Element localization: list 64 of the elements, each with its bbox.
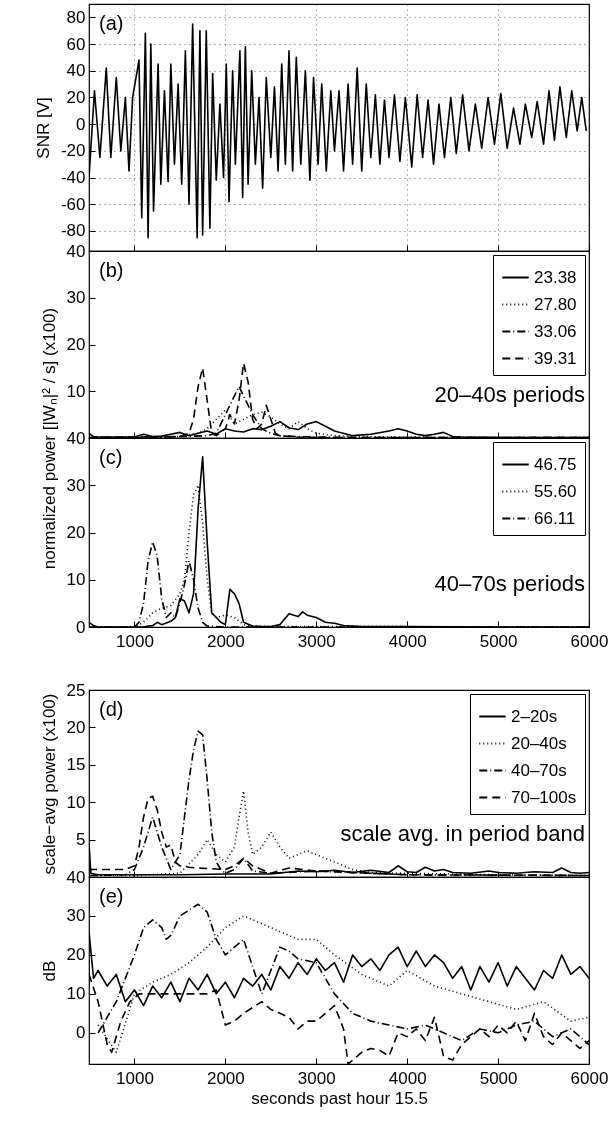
- y-tick-label: 30: [66, 906, 86, 926]
- y-tick-label: 60: [66, 34, 86, 54]
- y-tick-label: -40: [60, 168, 86, 188]
- y-tick-label: 5: [76, 830, 86, 850]
- y-tick-label: 40: [66, 241, 86, 261]
- y-tick-label: 10: [66, 381, 86, 401]
- legend-label: 33.06: [534, 321, 577, 341]
- annotation: 20–40s periods: [434, 381, 585, 407]
- y-tick-label: 20: [66, 335, 86, 354]
- x-tick-label: 5000: [479, 631, 518, 651]
- annotation: (e): [99, 885, 124, 907]
- x-tick-label: 2000: [206, 631, 245, 651]
- x-tick-label: 4000: [388, 1068, 427, 1088]
- legend-label: 27.80: [534, 294, 577, 314]
- legend-label: 39.31: [534, 348, 577, 368]
- y-tick-label: -80: [60, 221, 86, 241]
- annotation: (b): [99, 259, 124, 281]
- x-tick-label: 2000: [206, 1068, 245, 1088]
- y-tick-label: 20: [66, 945, 86, 965]
- x-tick-label: 4000: [388, 631, 427, 651]
- legend-label: 55.60: [534, 481, 577, 501]
- legend-label: 40–70s: [511, 760, 567, 780]
- y-tick-label: 15: [66, 755, 86, 775]
- y-tick-label: 40: [66, 61, 86, 81]
- legend-label: 46.75: [534, 454, 577, 474]
- x-tick-label: 3000: [297, 1068, 336, 1088]
- y-tick-label: 40: [66, 867, 86, 887]
- legend-label: 23.38: [534, 267, 577, 287]
- x-tick-label: 1000: [116, 1068, 154, 1088]
- x-axis-title: seconds past hour 15.5: [251, 1088, 428, 1108]
- y-tick-label: 25: [66, 680, 86, 700]
- annotation: (d): [99, 698, 124, 720]
- legend-label: 2–20s: [511, 706, 558, 726]
- annotation: 40–70s periods: [434, 570, 585, 596]
- x-tick-label: 1000: [116, 631, 154, 651]
- y-tick-label: 10: [66, 792, 86, 812]
- y-tick-label: 10: [66, 570, 86, 590]
- legend-label: 20–40s: [511, 733, 567, 753]
- x-tick-label: 5000: [479, 1068, 518, 1088]
- y-tick-label: 30: [66, 475, 86, 495]
- y-tick-label: 10: [66, 984, 86, 1004]
- legend-label: 70–100s: [511, 787, 577, 807]
- y-tick-label: 40: [66, 428, 86, 448]
- x-tick-label: 6000: [570, 631, 609, 651]
- y-tick-label: 30: [66, 288, 86, 308]
- x-tick-label: 3000: [297, 631, 336, 651]
- annotation: (c): [99, 446, 123, 468]
- annotation: scale avg. in period band: [340, 820, 585, 846]
- y-tick-label: 0: [76, 617, 86, 637]
- y-tick-label: 20: [66, 523, 86, 542]
- y-axis-title: dB: [39, 960, 59, 982]
- x-tick-label: 6000: [570, 1068, 609, 1088]
- y-tick-label: 0: [76, 1023, 86, 1043]
- y-tick-label: 20: [66, 717, 86, 737]
- y-axis-title: normalized power [|Wₙ|² / s] (x100): [39, 307, 59, 570]
- y-tick-label: 0: [76, 114, 86, 134]
- y-axis-title: SNR [V]: [33, 97, 53, 159]
- annotation: (a): [99, 12, 124, 34]
- y-tick-label: 20: [66, 87, 86, 107]
- y-tick-label: 80: [66, 7, 86, 27]
- y-tick-label: -20: [60, 141, 86, 161]
- y-axis-title: scale−avg power (x100): [39, 693, 59, 875]
- legend-label: 66.11: [534, 508, 576, 528]
- y-tick-label: -60: [60, 194, 86, 214]
